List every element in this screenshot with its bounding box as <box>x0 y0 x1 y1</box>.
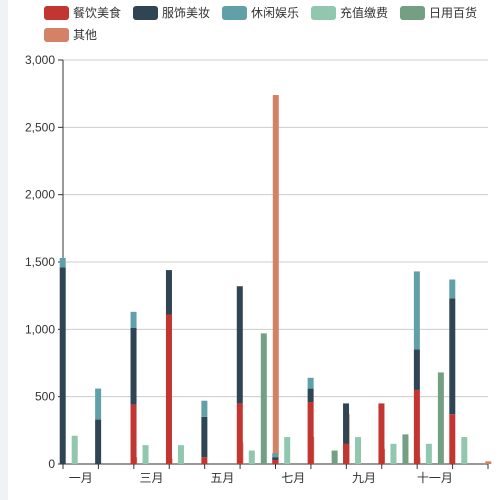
legend-label: 充值缴费 <box>340 5 388 20</box>
bar <box>425 443 432 464</box>
legend-label: 其他 <box>73 28 97 42</box>
bar <box>355 437 362 464</box>
y-tick-label: 2,500 <box>25 120 55 134</box>
bar <box>130 404 137 464</box>
bar <box>71 435 78 464</box>
x-tick-label: 五月 <box>210 471 234 485</box>
bar <box>307 388 314 403</box>
bar <box>95 419 102 464</box>
bar <box>449 279 456 299</box>
legend-label: 服饰美妆 <box>162 6 210 20</box>
legend-label: 休闲娱乐 <box>251 6 299 20</box>
legend-swatch <box>222 6 247 20</box>
bar <box>307 377 314 389</box>
bar <box>402 434 409 464</box>
bar <box>413 349 420 390</box>
bar <box>272 453 279 458</box>
bar <box>378 403 385 464</box>
bar <box>449 414 456 464</box>
bar <box>59 267 66 464</box>
bar <box>272 459 279 464</box>
y-tick-label: 2,000 <box>25 188 55 202</box>
x-tick-label: 三月 <box>140 471 164 485</box>
legend-swatch <box>400 6 425 20</box>
page-edge-strip <box>0 0 8 500</box>
bar <box>260 333 267 464</box>
legend-swatch <box>44 6 69 20</box>
bar <box>130 327 137 405</box>
bar <box>201 400 208 417</box>
bar <box>272 95 279 464</box>
bar <box>413 271 420 350</box>
y-tick-label: 3,000 <box>25 53 55 67</box>
y-tick-label: 1,000 <box>25 322 55 336</box>
bar <box>177 445 184 464</box>
bar <box>130 311 137 328</box>
bar <box>236 286 243 404</box>
y-tick-label: 500 <box>35 390 55 404</box>
legend-label: 日用百货 <box>429 5 477 20</box>
bar <box>95 388 102 420</box>
x-tick-label: 九月 <box>352 471 376 485</box>
bar <box>449 298 456 415</box>
legend-swatch <box>133 6 158 20</box>
bar <box>201 457 208 464</box>
bar <box>248 450 255 464</box>
bar <box>201 416 208 458</box>
bar <box>142 445 149 464</box>
y-tick-label: 1,500 <box>25 255 55 269</box>
bar <box>437 372 444 464</box>
bar <box>236 403 243 464</box>
bar <box>413 389 420 464</box>
x-tick-label: 一月 <box>69 471 93 485</box>
bar <box>307 402 314 464</box>
bar <box>165 314 172 464</box>
bar <box>461 437 468 464</box>
bar <box>343 403 350 444</box>
legend-swatch <box>311 6 336 20</box>
bar <box>485 461 492 464</box>
bar <box>272 457 279 460</box>
legend-label: 餐饮美食 <box>73 5 121 20</box>
bar <box>165 270 172 315</box>
bar <box>331 450 338 464</box>
bar <box>390 443 397 464</box>
x-tick-label: 十一月 <box>417 471 453 485</box>
legend-swatch <box>44 28 69 42</box>
bar <box>59 257 66 268</box>
bar <box>343 443 350 464</box>
x-tick-label: 七月 <box>281 471 305 485</box>
bar <box>284 437 291 464</box>
y-tick-label: 0 <box>48 457 55 471</box>
